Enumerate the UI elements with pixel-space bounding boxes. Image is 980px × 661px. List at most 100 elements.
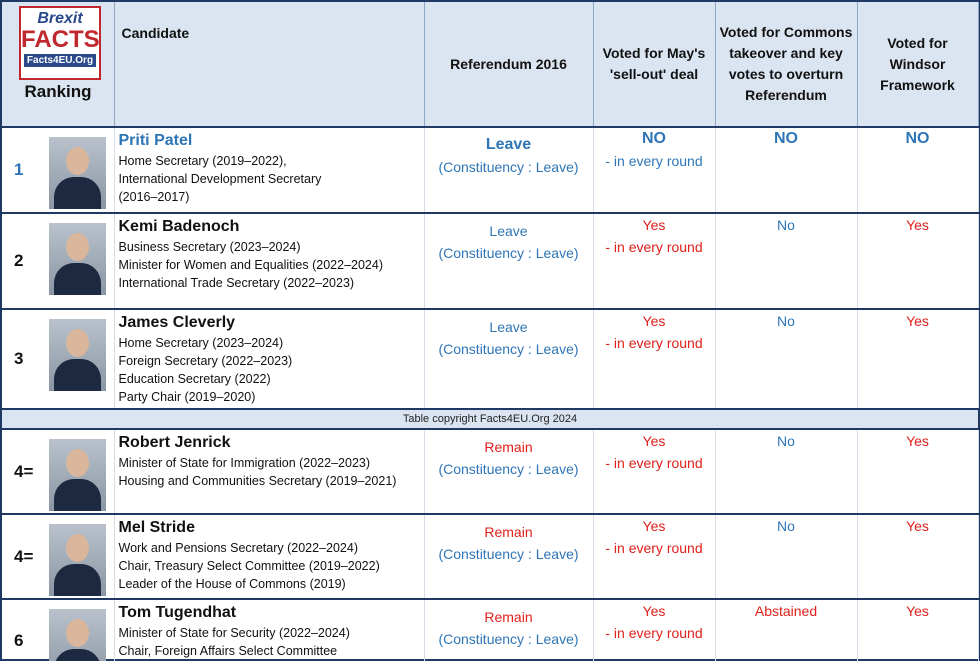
candidate-role: Home Secretary (2019–2022),: [118, 154, 287, 168]
candidate-role: Minister of State for Security (2022–202…: [118, 626, 350, 640]
photo: [49, 137, 106, 209]
referendum-cell: Remain (Constituency : Leave): [424, 599, 594, 661]
candidate-role: Minister for Women and Equalities (2022–…: [118, 258, 384, 272]
photo-head: [66, 449, 89, 477]
windsor: Yes: [906, 433, 929, 449]
photo: [49, 223, 106, 295]
commons: No: [777, 217, 795, 233]
candidate-role: Party Chair (2019–2020): [118, 390, 256, 404]
candidate-role: Leader of the House of Commons (2019): [118, 577, 346, 591]
copyright-row: Table copyright Facts4EU.Org 2024: [2, 409, 978, 430]
commons-cell: No: [715, 309, 858, 410]
rank-cell: 1: [2, 127, 115, 214]
candidate-role: International Trade Secretary (2022–2023…: [118, 276, 355, 290]
windsor-cell: Yes: [857, 213, 979, 310]
header-may-deal: Voted for May's 'sell-out' deal: [593, 2, 716, 128]
windsor: Yes: [906, 603, 929, 619]
photo-body: [54, 177, 101, 209]
photo-head: [66, 534, 89, 562]
referendum: Leave: [489, 319, 528, 335]
constituency: (Constituency : Leave): [438, 159, 579, 175]
candidate-cell: Tom Tugendhat Minister of State for Secur…: [114, 599, 425, 661]
photo-body: [54, 263, 101, 295]
windsor: Yes: [906, 313, 929, 329]
candidate-cell: Kemi Badenoch Business Secretary (2023–20…: [114, 213, 425, 310]
rank: 2: [14, 251, 24, 270]
header-candidate: Candidate: [114, 2, 425, 128]
may-deal-cell: NO - in every round: [593, 127, 716, 214]
photo: [49, 524, 106, 596]
rank: 4=: [14, 461, 34, 481]
rank: 3: [14, 349, 24, 368]
rank-cell: 3: [2, 309, 115, 410]
candidate-row: 4= Robert Jenrick Minister of State for Im…: [2, 429, 979, 515]
windsor-cell: NO: [857, 127, 979, 214]
candidate-role: Chair, Treasury Select Committee (2019–2…: [118, 559, 380, 573]
candidate-row: 1 Priti Patel Home Secretary (2019–2022), I…: [2, 127, 979, 214]
photo: [49, 439, 106, 511]
referendum: Leave: [489, 223, 528, 239]
windsor: Yes: [906, 217, 929, 233]
logo-text: FACTS: [21, 26, 100, 53]
commons: Abstained: [754, 603, 818, 619]
photo-body: [54, 649, 101, 661]
commons-cell: Abstained: [715, 599, 858, 661]
photo-head: [66, 147, 89, 175]
windsor-cell: Yes: [857, 309, 979, 410]
referendum-cell: Leave (Constituency : Leave): [424, 309, 594, 410]
may-deal-note: - in every round: [605, 625, 703, 641]
commons: No: [777, 313, 795, 329]
windsor: NO: [905, 130, 930, 147]
candidate-name: Priti Patel: [118, 132, 193, 149]
may-deal: Yes: [642, 313, 666, 329]
commons-cell: NO: [715, 127, 858, 214]
rank: 6: [14, 630, 24, 650]
commons-cell: No: [715, 213, 858, 310]
header-referendum: Referendum 2016: [424, 2, 594, 128]
referendum-cell: Remain (Constituency : Leave): [424, 514, 594, 600]
rank-cell: 4=: [2, 429, 115, 515]
candidate-cell: James Cleverly Home Secretary (2023–2024)…: [114, 309, 425, 410]
windsor-cell: Yes: [857, 599, 979, 661]
referendum-cell: Leave (Constituency : Leave): [424, 127, 594, 214]
candidate-name: James Cleverly: [118, 314, 236, 331]
may-deal-note: - in every round: [605, 153, 703, 169]
logo-cell: Brexit FACTS Facts4EU.Org Ranking: [2, 2, 115, 128]
rank-cell: 2: [2, 213, 115, 310]
may-deal-note: - in every round: [605, 239, 703, 255]
candidate-name: Mel Stride: [118, 519, 195, 536]
copyright: Table copyright Facts4EU.Org 2024: [2, 409, 978, 430]
commons-cell: No: [715, 514, 858, 600]
header-windsor: Voted for Windsor Framework: [857, 2, 979, 128]
photo: [49, 609, 106, 661]
candidate-cell: Robert Jenrick Minister of State for Immi…: [114, 429, 425, 515]
photo-head: [66, 233, 89, 261]
header-ranking: Ranking: [24, 82, 92, 101]
may-deal-cell: Yes - in every round: [593, 514, 716, 600]
candidate-row: 6 Tom Tugendhat Minister of State for Secu…: [2, 599, 979, 661]
logo-text: Brexit: [37, 10, 83, 27]
may-deal-cell: Yes - in every round: [593, 213, 716, 310]
rank-cell: 4=: [2, 514, 115, 600]
candidate-row: 4= Mel Stride Work and Pensions Secretary …: [2, 514, 979, 600]
referendum: Remain: [484, 524, 533, 540]
logo-text: Facts4EU.Org: [24, 54, 96, 67]
may-deal-cell: Yes - in every round: [593, 429, 716, 515]
may-deal: Yes: [642, 518, 666, 534]
photo-body: [54, 359, 101, 391]
candidate-name: Kemi Badenoch: [118, 218, 240, 235]
candidate-name: Robert Jenrick: [118, 434, 231, 451]
windsor-cell: Yes: [857, 429, 979, 515]
header-commons: Voted for Commons takeover and key votes…: [715, 2, 858, 128]
may-deal: NO: [642, 130, 666, 147]
may-deal-cell: Yes - in every round: [593, 599, 716, 661]
referendum-cell: Remain (Constituency : Leave): [424, 429, 594, 515]
referendum: Remain: [484, 609, 533, 625]
photo-body: [54, 564, 101, 596]
may-deal: Yes: [642, 217, 666, 233]
constituency: (Constituency : Leave): [438, 245, 579, 261]
may-deal-note: - in every round: [605, 540, 703, 556]
constituency: (Constituency : Leave): [438, 631, 579, 647]
